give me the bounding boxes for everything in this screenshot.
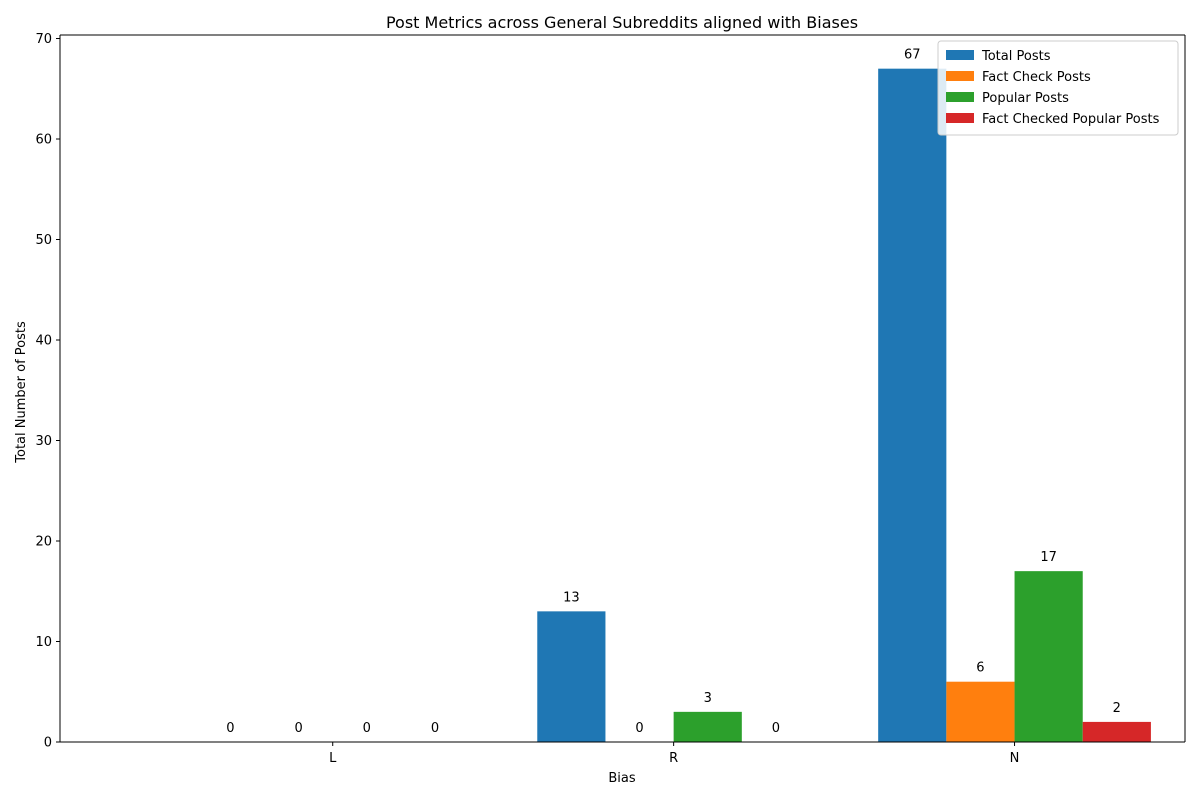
legend-label: Fact Check Posts: [982, 70, 1091, 85]
bar-value-label: 0: [635, 721, 643, 736]
y-tick-label: 60: [35, 133, 52, 148]
y-axis-title: Total Number of Posts: [14, 321, 29, 464]
legend-label: Total Posts: [981, 49, 1051, 64]
legend-swatch: [946, 71, 974, 81]
x-tick-label: L: [329, 751, 337, 766]
bar-fact-checked-popular-posts-n: [1082, 721, 1151, 742]
legend-box: [937, 40, 1179, 136]
legend-label: Fact Checked Popular Posts: [982, 112, 1160, 127]
x-tick-label: N: [1010, 751, 1020, 766]
y-tick-label: 50: [35, 233, 52, 248]
bar-value-label: 2: [1113, 701, 1121, 716]
y-tick-label: 40: [35, 334, 52, 349]
y-tick-label: 70: [35, 32, 52, 47]
legend-swatch: [946, 113, 974, 123]
y-tick-label: 0: [44, 736, 52, 751]
bar-value-label: 0: [363, 721, 371, 736]
bar-total-posts-r: [537, 611, 606, 742]
x-axis-title: Bias: [608, 771, 635, 786]
legend-swatch: [946, 50, 974, 60]
legend: Total Posts Fact Check Posts Popular Posts…: [937, 40, 1179, 136]
legend-label: Popular Posts: [982, 91, 1069, 106]
bar-value-label: 17: [1040, 550, 1057, 565]
bar-value-label: 6: [976, 661, 984, 676]
bar-fact-check-posts-n: [946, 681, 1015, 742]
y-tick-label: 30: [35, 434, 52, 449]
bar-value-label: 67: [904, 48, 921, 63]
bar-value-label: 13: [563, 590, 580, 605]
bar-value-label: 0: [431, 721, 439, 736]
bar-value-labels: 0 13 67 0 0 6 0 3 17 0 0 2: [226, 48, 1121, 736]
y-tick-label: 10: [35, 635, 52, 650]
bar-value-label: 0: [294, 721, 302, 736]
bars-layer: [537, 68, 1151, 743]
legend-swatch: [946, 92, 974, 102]
bar-popular-posts-r: [673, 711, 742, 742]
bar-value-label: 0: [226, 721, 234, 736]
x-tick-label: R: [669, 751, 678, 766]
bar-value-label: 0: [772, 721, 780, 736]
bar-value-label: 3: [704, 691, 712, 706]
bar-total-posts-n: [878, 68, 947, 743]
bar-popular-posts-n: [1014, 571, 1083, 742]
y-tick-label: 20: [35, 535, 52, 550]
chart-title: Post Metrics across General Subreddits a…: [386, 13, 858, 32]
